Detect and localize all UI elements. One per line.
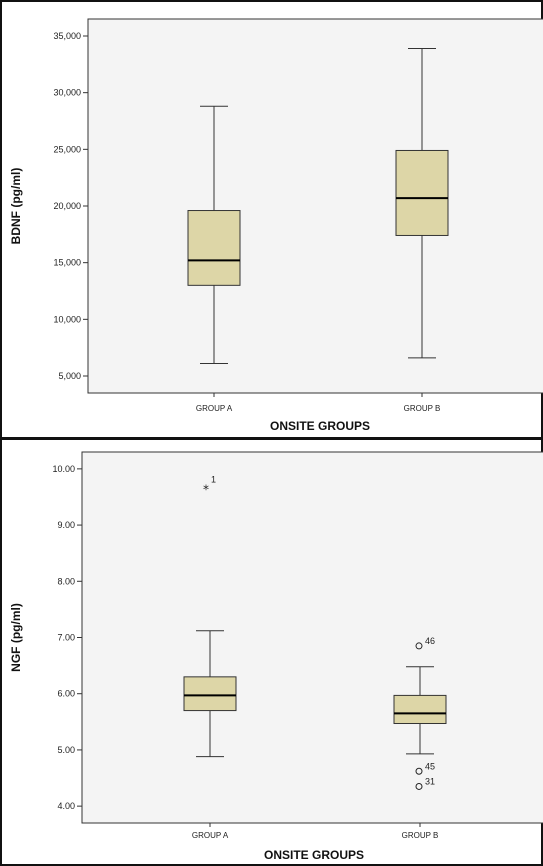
bdnf-ytick-label: 10,000 <box>53 314 81 324</box>
ngf-ytick-label: 6.00 <box>57 689 75 699</box>
bdnf-ytick-label: 5,000 <box>58 371 81 381</box>
ngf-boxplot: 4.00 5.00 6.00 7.00 8.00 9.00 10.00 *1 GROUP A 46… <box>9 451 543 862</box>
bdnf-ytick-label: 15,000 <box>53 258 81 268</box>
bdnf-chart-panel: 5,000 10,000 15,000 20,000 25,000 30,000 35,00… <box>0 0 543 439</box>
bdnf-ytick-label: 35,000 <box>53 31 81 41</box>
ngf-group-b-outlier-label: 45 <box>425 761 435 771</box>
bdnf-group-a-box <box>187 210 241 286</box>
bdnf-boxplot: 5,000 10,000 15,000 20,000 25,000 30,000 35,00… <box>9 18 543 433</box>
ngf-ytick-label: 4.00 <box>57 801 75 811</box>
ngf-ytick-label: 8.00 <box>57 576 75 586</box>
bdnf-ytick-label: 20,000 <box>53 201 81 211</box>
ngf-group-a-outlier-star: * <box>203 482 209 496</box>
bdnf-group-b-box <box>395 149 449 236</box>
ngf-x-axis-title: ONSITE GROUPS <box>264 848 364 862</box>
ngf-group-b-label: GROUP B <box>402 831 439 840</box>
ngf-group-a-label: GROUP A <box>192 831 229 840</box>
ngf-group-b-outlier-circle <box>415 642 423 650</box>
bdnf-x-axis-title: ONSITE GROUPS <box>270 419 370 433</box>
ngf-group-a-outlier-label: 1 <box>211 474 216 484</box>
ngf-plot-area <box>81 451 543 824</box>
ngf-group-b-outlier-circle <box>415 767 423 775</box>
bdnf-group-a-label: GROUP A <box>196 404 233 413</box>
ngf-group-b-outlier-circle <box>415 782 423 790</box>
bdnf-ytick-label: 30,000 <box>53 88 81 98</box>
ngf-ytick-label: 5.00 <box>57 745 75 755</box>
ngf-group-b-outlier-label: 46 <box>425 636 435 646</box>
bdnf-group-b-label: GROUP B <box>404 404 441 413</box>
ngf-y-axis-title: NGF (pg/ml) <box>9 603 23 672</box>
ngf-group-b-outlier-label: 31 <box>425 776 435 786</box>
bdnf-plot-area <box>87 18 543 394</box>
ngf-ytick-label: 9.00 <box>57 520 75 530</box>
ngf-chart-panel: 4.00 5.00 6.00 7.00 8.00 9.00 10.00 * 1 GROUP A 46… <box>0 438 543 866</box>
bdnf-y-axis-title: BDNF (pg/ml) <box>9 168 23 245</box>
ngf-ytick-label: 10.00 <box>52 464 75 474</box>
bdnf-ytick-label: 25,000 <box>53 144 81 154</box>
ngf-group-a-box <box>183 676 237 712</box>
ngf-group-b-box <box>393 694 447 725</box>
ngf-ytick-label: 7.00 <box>57 633 75 643</box>
